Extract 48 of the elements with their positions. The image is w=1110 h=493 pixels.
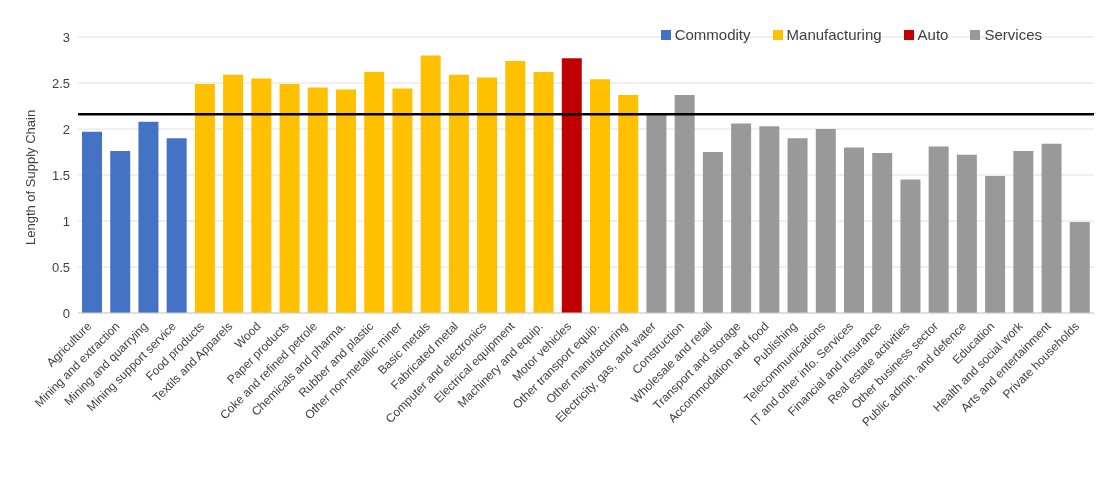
bar bbox=[392, 88, 413, 313]
bar bbox=[590, 79, 610, 313]
bar bbox=[251, 78, 272, 313]
bar bbox=[420, 55, 441, 313]
bar bbox=[138, 121, 159, 313]
bar bbox=[928, 146, 949, 313]
y-tick-label: 1.5 bbox=[51, 167, 70, 183]
legend-label: Auto bbox=[917, 26, 949, 43]
bar bbox=[759, 126, 780, 313]
bar bbox=[110, 151, 131, 313]
bar bbox=[194, 83, 215, 313]
bar bbox=[646, 114, 667, 313]
y-tick-label: 3 bbox=[62, 29, 70, 45]
bar bbox=[787, 138, 808, 313]
bar bbox=[166, 138, 187, 313]
bar bbox=[533, 71, 554, 313]
legend-label: Services bbox=[984, 26, 1042, 43]
bar bbox=[618, 94, 639, 313]
legend-label: Commodity bbox=[674, 26, 751, 43]
legend-label: Manufacturing bbox=[786, 26, 882, 43]
bar bbox=[505, 60, 526, 313]
bar bbox=[223, 74, 244, 313]
bar bbox=[731, 123, 752, 313]
bar bbox=[477, 77, 498, 313]
y-tick-label: 1 bbox=[62, 213, 70, 229]
bar bbox=[956, 154, 977, 313]
bar bbox=[561, 58, 582, 313]
y-tick-label: 2 bbox=[62, 121, 70, 137]
bar bbox=[1069, 221, 1090, 313]
bar bbox=[1013, 151, 1034, 313]
y-tick-label: 0 bbox=[62, 305, 70, 321]
bar bbox=[985, 175, 1006, 313]
bar bbox=[364, 71, 385, 313]
bar bbox=[336, 89, 356, 313]
bar bbox=[900, 179, 921, 313]
bar bbox=[1041, 143, 1062, 313]
y-axis-title: Length of Supply Chain bbox=[22, 109, 38, 245]
bar bbox=[674, 94, 695, 313]
bar bbox=[844, 147, 864, 313]
bar bbox=[702, 152, 723, 313]
bar bbox=[872, 152, 893, 313]
bar bbox=[82, 131, 102, 313]
bar bbox=[279, 83, 300, 313]
y-tick-label: 2.5 bbox=[51, 75, 70, 91]
bar bbox=[307, 87, 328, 313]
bar bbox=[448, 74, 469, 313]
y-tick-label: 0.5 bbox=[51, 259, 70, 275]
bar bbox=[815, 129, 836, 313]
